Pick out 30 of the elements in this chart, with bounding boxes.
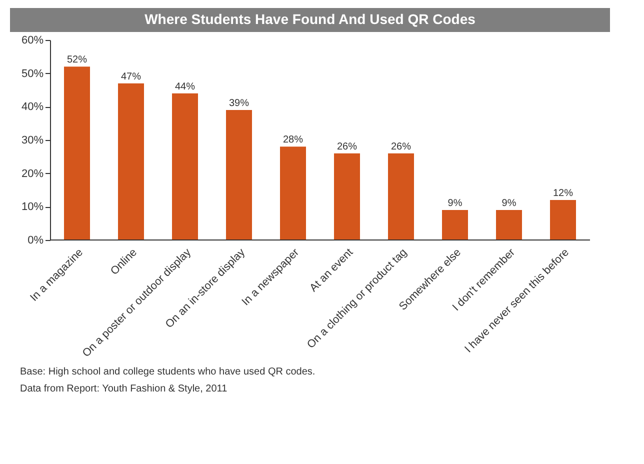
bar (226, 110, 252, 240)
y-tick-label: 50% (21, 68, 44, 80)
text: Base: High school and college students who have used QR codes. (20, 366, 316, 378)
data-label: 26% (390, 141, 412, 152)
y-tick-label: 10% (21, 201, 44, 214)
data-label: 26% (336, 141, 358, 152)
bar (172, 93, 198, 240)
y-tick-label: 0% (28, 234, 44, 246)
data-label: 28% (282, 134, 304, 146)
data-label: 9% (502, 198, 516, 209)
bar (334, 153, 360, 240)
data-label: 39% (228, 98, 250, 109)
bar (118, 83, 144, 240)
y-tick-label: 40% (21, 101, 44, 114)
text: Data from Report: Youth Fashion & Style, 2011 (20, 384, 228, 394)
bar (388, 153, 414, 240)
data-label: 52% (66, 54, 88, 66)
data-label: 44% (174, 81, 196, 92)
bar (550, 200, 576, 240)
bar (496, 210, 522, 240)
y-tick-label: 30% (21, 134, 44, 146)
bar (280, 146, 306, 240)
chart-title: Where Students Have Found And Used QR Codes (144, 11, 476, 27)
data-label: 12% (552, 188, 574, 199)
y-tick-label: 20% (21, 168, 44, 180)
data-label: 9% (448, 198, 462, 209)
y-tick-label: 60% (21, 34, 44, 46)
bar (442, 210, 468, 240)
data-label: 47% (120, 71, 142, 82)
bar (64, 66, 90, 240)
